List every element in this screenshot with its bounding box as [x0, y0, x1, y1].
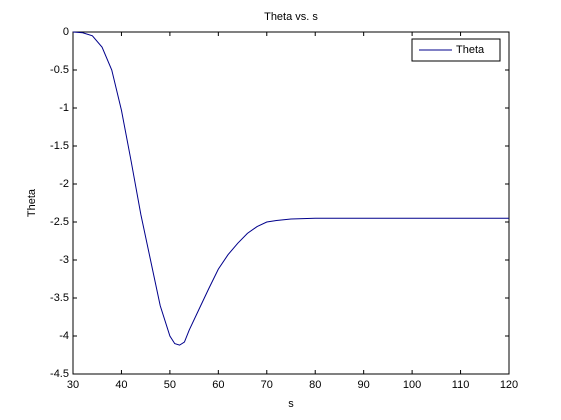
- x-tick-label: 90: [358, 379, 370, 391]
- y-tick-label: -4.5: [50, 368, 69, 380]
- legend-box: [411, 38, 501, 62]
- y-tick-label: -3.5: [50, 292, 69, 304]
- y-tick-label: -1.5: [50, 140, 69, 152]
- y-tick-label: -1: [59, 102, 69, 114]
- y-tick-label: -2: [59, 178, 69, 190]
- line-series: [72, 31, 509, 346]
- x-tick-label: 70: [261, 379, 273, 391]
- x-tick-label: 30: [67, 379, 79, 391]
- x-tick-label: 40: [115, 379, 127, 391]
- x-tick-label: 120: [500, 379, 518, 391]
- legend-label: Theta: [456, 44, 485, 56]
- y-tick-label: -0.5: [50, 64, 69, 76]
- y-tick-label: -2.5: [50, 216, 69, 228]
- x-tick-label: 110: [452, 379, 470, 391]
- x-tick-label: 80: [309, 379, 321, 391]
- x-tick-label: 50: [164, 379, 176, 391]
- y-tick-label: -3: [59, 254, 69, 266]
- x-tick-label: 60: [212, 379, 224, 391]
- y-axis-label: Theta: [26, 188, 38, 217]
- y-tick-label: 0: [63, 26, 69, 38]
- chart-title: Theta vs. s: [264, 11, 318, 23]
- plot-area: [72, 31, 510, 375]
- y-tick-label: -4: [59, 330, 69, 342]
- x-axis-label: s: [288, 398, 294, 410]
- x-tick-label: 100: [403, 379, 421, 391]
